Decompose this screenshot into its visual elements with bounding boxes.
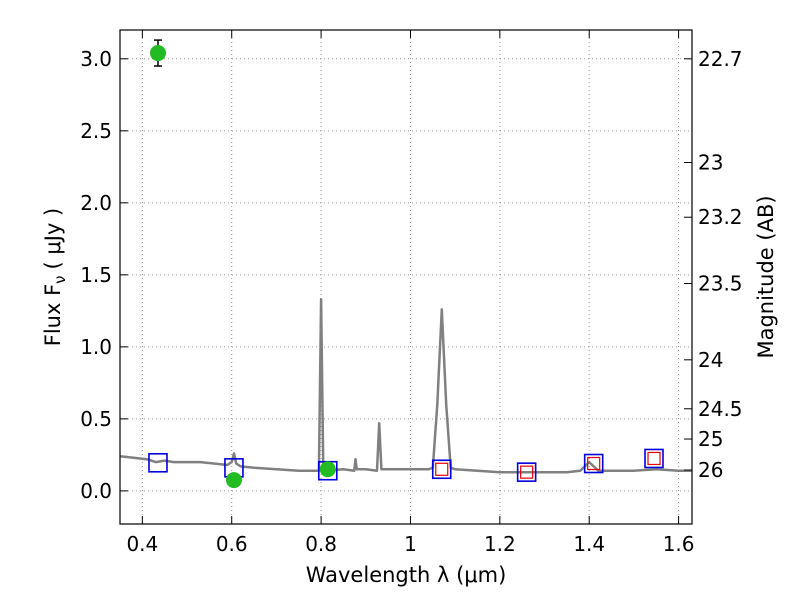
tick-layer: 0.4 0.6 0.8 1 1.2 1.4 1.6 0.0 0.5 1.0 1.5 2.0 2.5 3.0…: [80, 30, 743, 556]
y2-tick-label: 23.5: [698, 271, 743, 295]
y2-tick-label: 23.2: [698, 205, 743, 229]
spectrum-series: [119, 298, 692, 474]
x-tick-label: 1.4: [573, 532, 605, 556]
y-axis-label-main: Flux F: [41, 284, 65, 346]
x-axis-label: Wavelength λ (μm): [306, 563, 507, 587]
model-box-marker: [148, 452, 168, 473]
observed-point: [149, 45, 166, 62]
model-box-marker: [644, 448, 664, 469]
spectrum-line: [119, 298, 692, 474]
model-box-marker: [431, 459, 452, 480]
marker-layer: [148, 39, 664, 489]
y2-tick-label: 23: [698, 151, 723, 175]
model-inner-marker: [435, 462, 449, 476]
y-axis-label-subscript: ν: [51, 275, 69, 283]
axis-labels: Wavelength λ (μm) Flux Fν ( μJy ) Magnitu…: [41, 195, 778, 587]
observed-point: [225, 472, 242, 489]
model-inner-marker: [520, 465, 534, 479]
x-tick-label: 0.6: [216, 532, 248, 556]
y-axis-label: Flux Fν ( μJy ): [41, 208, 69, 347]
y2-tick-label: 24: [698, 348, 723, 372]
x-tick-label: 1.6: [663, 532, 695, 556]
model-inner-marker: [587, 456, 601, 471]
y-tick-label: 0.0: [80, 479, 112, 503]
y2-axis-label: Magnitude (AB): [754, 195, 778, 358]
model-box-marker: [583, 453, 604, 474]
y2-tick-label: 24.5: [698, 397, 743, 421]
observed-point: [319, 461, 336, 478]
plot-frame: [119, 29, 693, 525]
y-tick-label: 2.0: [80, 191, 112, 215]
y2-tick-label: 26: [698, 458, 723, 482]
x-tick-label: 1: [404, 532, 417, 556]
model-inner-marker: [647, 451, 661, 466]
y-tick-label: 1.0: [80, 335, 112, 359]
y-tick-label: 0.5: [80, 407, 112, 431]
y-axis-label-unit: ( μJy ): [41, 208, 65, 270]
y2-tick-label: 25: [698, 427, 723, 451]
x-tick-label: 1.2: [484, 532, 516, 556]
y-tick-label: 3.0: [80, 47, 112, 71]
x-tick-label: 0.4: [126, 532, 158, 556]
model-box-marker: [516, 462, 537, 482]
grid-lines: [120, 30, 692, 524]
y2-tick-label: 22.7: [698, 47, 743, 71]
x-tick-label: 0.8: [305, 532, 337, 556]
y-tick-label: 1.5: [80, 263, 112, 287]
y-tick-label: 2.5: [80, 119, 112, 143]
